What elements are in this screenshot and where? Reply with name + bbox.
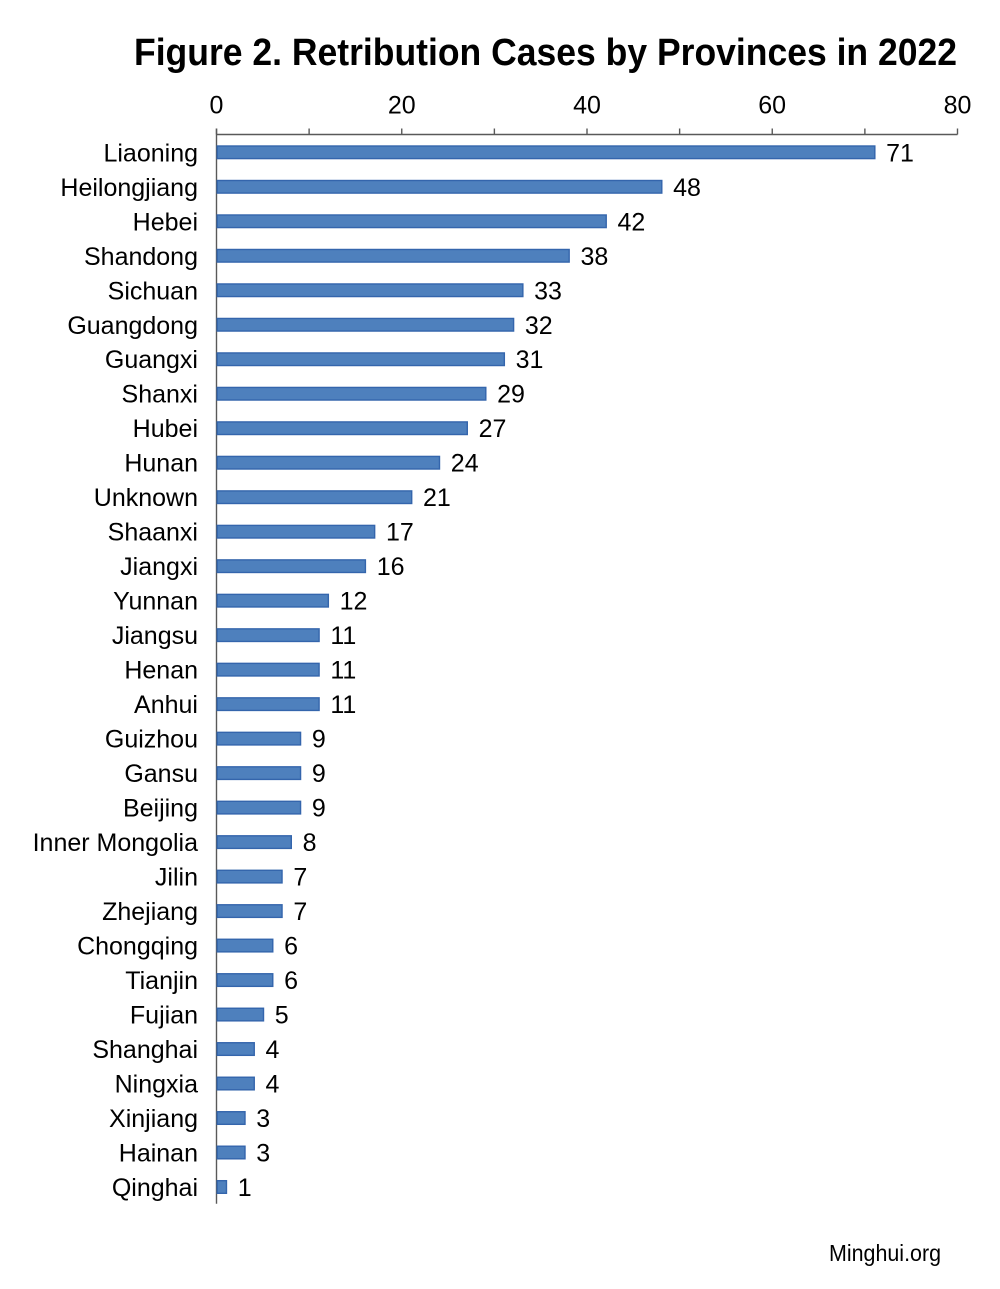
svg-text:3: 3 xyxy=(256,1105,270,1133)
svg-text:20: 20 xyxy=(388,92,416,120)
svg-text:11: 11 xyxy=(330,622,356,650)
svg-text:Shanghai: Shanghai xyxy=(92,1036,198,1064)
svg-text:Guangdong: Guangdong xyxy=(67,312,198,340)
svg-text:4: 4 xyxy=(266,1036,280,1064)
svg-text:7: 7 xyxy=(293,898,307,926)
svg-text:Hubei: Hubei xyxy=(133,415,198,443)
svg-text:33: 33 xyxy=(534,277,562,305)
svg-text:31: 31 xyxy=(516,346,544,374)
svg-text:40: 40 xyxy=(573,92,601,120)
svg-text:Unknown: Unknown xyxy=(94,484,198,512)
svg-text:Guizhou: Guizhou xyxy=(105,726,198,754)
svg-text:9: 9 xyxy=(312,726,326,754)
svg-text:24: 24 xyxy=(451,450,479,478)
svg-text:Shaanxi: Shaanxi xyxy=(108,519,198,547)
svg-text:Shanxi: Shanxi xyxy=(122,381,198,409)
svg-text:Jiangxi: Jiangxi xyxy=(120,553,198,581)
svg-text:6: 6 xyxy=(284,967,298,995)
svg-text:Henan: Henan xyxy=(124,657,198,685)
svg-text:Shandong: Shandong xyxy=(84,243,198,271)
svg-text:80: 80 xyxy=(944,92,972,120)
svg-text:Yunnan: Yunnan xyxy=(113,588,198,616)
svg-text:Hainan: Hainan xyxy=(119,1140,198,1168)
svg-text:11: 11 xyxy=(330,691,356,719)
svg-text:Tianjin: Tianjin xyxy=(125,967,198,995)
svg-text:12: 12 xyxy=(340,588,368,616)
svg-text:Chongqing: Chongqing xyxy=(77,933,198,961)
svg-text:Jilin: Jilin xyxy=(155,864,198,892)
svg-text:32: 32 xyxy=(525,312,553,340)
svg-text:Hunan: Hunan xyxy=(124,450,198,478)
svg-text:Inner Mongolia: Inner Mongolia xyxy=(33,829,198,857)
svg-text:9: 9 xyxy=(312,760,326,788)
svg-text:17: 17 xyxy=(386,519,414,547)
svg-text:60: 60 xyxy=(758,92,786,120)
svg-text:Ningxia: Ningxia xyxy=(115,1071,198,1099)
svg-text:3: 3 xyxy=(256,1140,270,1168)
svg-text:Guangxi: Guangxi xyxy=(105,346,198,374)
svg-text:0: 0 xyxy=(210,92,224,120)
svg-text:Heilongjiang: Heilongjiang xyxy=(60,174,198,202)
svg-text:8: 8 xyxy=(303,829,317,857)
svg-text:Hebei: Hebei xyxy=(133,208,198,236)
svg-text:Qinghai: Qinghai xyxy=(112,1174,198,1202)
svg-text:27: 27 xyxy=(479,415,507,443)
svg-text:5: 5 xyxy=(275,1002,289,1030)
svg-text:Anhui: Anhui xyxy=(134,691,198,719)
svg-text:Beijing: Beijing xyxy=(123,795,198,823)
svg-text:9: 9 xyxy=(312,795,326,823)
svg-text:21: 21 xyxy=(423,484,451,512)
svg-text:Figure 2. Retribution Cases by: Figure 2. Retribution Cases by Provinces… xyxy=(134,32,957,74)
svg-text:16: 16 xyxy=(377,553,405,581)
svg-text:Gansu: Gansu xyxy=(124,760,198,788)
svg-text:Liaoning: Liaoning xyxy=(103,139,198,167)
svg-text:Sichuan: Sichuan xyxy=(108,277,198,305)
svg-text:Fujian: Fujian xyxy=(130,1002,198,1030)
svg-text:42: 42 xyxy=(618,208,646,236)
svg-text:Xinjiang: Xinjiang xyxy=(109,1105,198,1133)
svg-text:38: 38 xyxy=(580,243,608,271)
svg-text:48: 48 xyxy=(673,174,701,202)
svg-text:71: 71 xyxy=(886,139,914,167)
svg-text:Minghui.org: Minghui.org xyxy=(829,1240,941,1266)
svg-text:Jiangsu: Jiangsu xyxy=(112,622,198,650)
svg-text:6: 6 xyxy=(284,933,298,961)
svg-text:Zhejiang: Zhejiang xyxy=(102,898,198,926)
svg-text:29: 29 xyxy=(497,381,525,409)
svg-text:4: 4 xyxy=(266,1071,280,1099)
svg-text:11: 11 xyxy=(330,657,356,685)
svg-text:7: 7 xyxy=(293,864,307,892)
svg-text:1: 1 xyxy=(238,1174,252,1202)
